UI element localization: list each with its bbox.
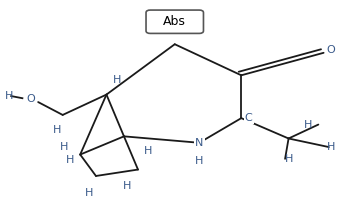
Text: H: H	[304, 120, 312, 130]
FancyBboxPatch shape	[146, 10, 203, 33]
Text: O: O	[26, 94, 35, 104]
Text: H: H	[113, 75, 121, 85]
Text: H: H	[5, 91, 13, 101]
Text: H: H	[60, 142, 68, 152]
Text: H: H	[195, 156, 203, 166]
Text: C: C	[244, 114, 251, 124]
Text: ·: ·	[250, 110, 255, 124]
Text: Abs: Abs	[163, 15, 186, 28]
Text: H: H	[156, 10, 165, 20]
Text: N: N	[195, 138, 203, 148]
Text: H: H	[85, 188, 93, 198]
Text: O: O	[326, 44, 335, 55]
Text: H: H	[285, 154, 293, 164]
Text: C: C	[245, 113, 252, 123]
Text: H: H	[123, 181, 132, 191]
Text: H: H	[144, 146, 152, 156]
Text: N: N	[195, 138, 203, 148]
Text: H: H	[327, 142, 335, 152]
Text: H: H	[53, 125, 61, 135]
Text: H: H	[66, 155, 74, 165]
